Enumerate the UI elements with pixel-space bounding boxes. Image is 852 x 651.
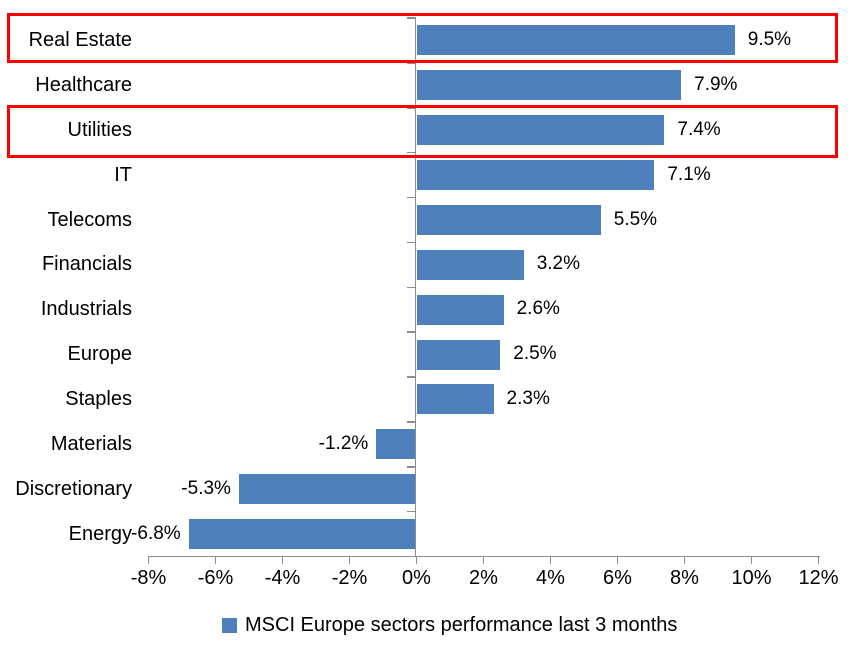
value-axis-tick-label: 4% [536, 567, 565, 589]
value-axis-tick [750, 555, 753, 564]
category-axis-tick [407, 376, 416, 378]
bar [188, 519, 417, 550]
value-axis-tick-label: -4% [264, 567, 301, 589]
category-label: Materials [50, 432, 132, 455]
chart-legend: MSCI Europe sectors performance last 3 m… [222, 610, 677, 640]
bar [376, 429, 417, 460]
category-axis-tick [407, 241, 416, 244]
value-axis-tick [147, 555, 150, 564]
value-axis-tick [549, 555, 552, 564]
category-label: Telecoms [47, 208, 132, 231]
data-label: 7.4% [677, 118, 721, 140]
bar [416, 249, 524, 280]
bar [416, 339, 501, 370]
data-label: 7.1% [667, 163, 711, 185]
category-axis-tick [407, 510, 416, 513]
value-axis-tick-label: 12% [798, 567, 839, 589]
highlight-box [7, 12, 838, 63]
value-axis-tick [482, 555, 485, 564]
bar [416, 25, 735, 56]
value-axis-tick [616, 555, 619, 564]
data-label: 2.6% [516, 298, 560, 320]
category-label: Discretionary [15, 477, 132, 500]
category-axis-tick [407, 466, 416, 468]
data-label: 9.5% [747, 29, 792, 50]
category-label: Europe [67, 343, 133, 366]
value-axis-tick-label: -8% [130, 567, 167, 589]
value-axis-tick-label: 2% [469, 567, 498, 589]
category-axis-tick [407, 286, 416, 288]
data-label: 2.3% [506, 388, 550, 409]
value-axis-tick-label: 6% [603, 567, 632, 589]
bar [416, 204, 601, 235]
value-axis-tick-label: -6% [197, 567, 234, 589]
bar [416, 294, 504, 325]
value-axis-tick-label: 8% [670, 567, 699, 589]
bar [416, 115, 665, 146]
data-label: -6.8% [131, 522, 181, 544]
value-axis-tick-label: 10% [731, 567, 772, 589]
category-label: Staples [65, 388, 132, 410]
value-axis-tick [415, 555, 418, 564]
category-label: Healthcare [35, 73, 132, 96]
category-label: Real Estate [28, 29, 132, 51]
category-axis-tick [407, 331, 416, 333]
data-label: 3.2% [536, 253, 580, 275]
data-label: 5.5% [613, 208, 658, 230]
value-axis-line [148, 555, 820, 558]
category-label: IT [114, 163, 132, 186]
legend-series-marker-icon [222, 617, 237, 633]
category-label: Financials [41, 253, 132, 276]
bar [416, 70, 682, 101]
data-label: 2.5% [513, 343, 557, 365]
value-axis-tick [683, 555, 686, 564]
category-axis-tick [407, 196, 416, 199]
category-label: Energy [68, 522, 132, 545]
category-label: Industrials [40, 298, 132, 321]
value-axis-tick [348, 555, 351, 564]
value-axis-tick [817, 555, 820, 564]
legend-series-label: MSCI Europe sectors performance last 3 m… [245, 613, 678, 636]
value-axis-tick-label: -2% [331, 567, 368, 589]
value-axis-tick-label: 0% [402, 567, 431, 589]
category-axis-tick [407, 421, 416, 423]
category-axis-tick [407, 17, 416, 19]
bar [416, 384, 494, 415]
value-axis-tick [281, 555, 284, 564]
bar [238, 474, 417, 505]
highlight-box [7, 104, 838, 158]
category-axis-tick [407, 151, 416, 154]
data-label: -1.2% [318, 432, 369, 454]
value-axis-tick [214, 555, 217, 564]
bar [416, 160, 655, 191]
data-label: 7.9% [694, 73, 738, 95]
data-label: -5.3% [181, 477, 231, 499]
category-axis-tick [407, 107, 416, 109]
category-label: Utilities [67, 118, 132, 141]
category-axis-tick [407, 62, 416, 64]
